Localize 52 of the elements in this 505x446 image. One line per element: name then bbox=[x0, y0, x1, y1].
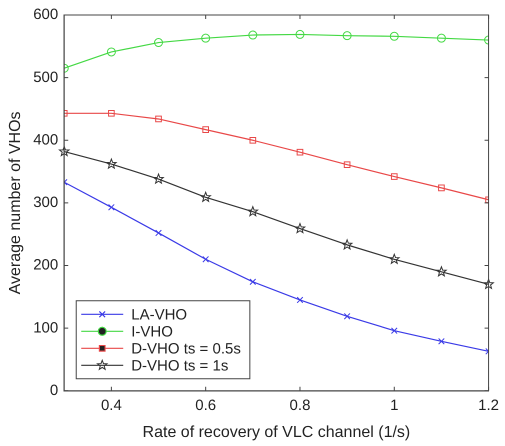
point bbox=[344, 161, 350, 168]
point bbox=[436, 266, 447, 276]
point bbox=[389, 254, 400, 264]
point bbox=[154, 38, 164, 48]
point bbox=[342, 31, 352, 40]
point bbox=[483, 278, 494, 289]
point bbox=[248, 206, 258, 216]
legend-label: D-VHO ts = 1s bbox=[131, 357, 228, 374]
point bbox=[249, 136, 256, 144]
point bbox=[202, 256, 210, 263]
x-tick-label: 1.2 bbox=[478, 396, 500, 414]
point bbox=[344, 312, 350, 320]
point bbox=[296, 296, 304, 304]
y-tick-label: 400 bbox=[33, 131, 58, 148]
y-tick-label: 200 bbox=[33, 256, 58, 274]
point bbox=[390, 327, 398, 334]
point bbox=[438, 184, 445, 192]
x-tick-label: 0.8 bbox=[290, 396, 310, 414]
point bbox=[342, 239, 352, 250]
y-tick-label: 600 bbox=[33, 6, 58, 24]
point bbox=[200, 192, 211, 202]
y-tick-label: 0 bbox=[50, 382, 58, 399]
legend-label: I-VHO bbox=[131, 323, 173, 340]
point bbox=[155, 116, 162, 122]
point bbox=[153, 174, 164, 184]
x-tick-label: 0.6 bbox=[195, 396, 216, 414]
point bbox=[249, 278, 256, 286]
point bbox=[106, 47, 116, 56]
x-axis-title: Rate of recovery of VLC channel (1/s) bbox=[142, 424, 410, 441]
y-tick-label: 300 bbox=[33, 194, 58, 212]
y-tick-label: 100 bbox=[33, 319, 58, 336]
x-tick-label: 0.4 bbox=[100, 396, 122, 414]
legend-label: LA-VHO bbox=[131, 306, 188, 324]
point bbox=[155, 230, 162, 236]
legend-label: D-VHO ts = 0.5s bbox=[131, 340, 241, 358]
point bbox=[390, 173, 398, 180]
point bbox=[108, 204, 115, 211]
point bbox=[202, 126, 210, 133]
point bbox=[390, 32, 399, 41]
point bbox=[438, 338, 445, 345]
point bbox=[436, 34, 446, 43]
point bbox=[108, 110, 115, 117]
point bbox=[294, 223, 306, 234]
point bbox=[295, 30, 304, 39]
x-tick-label: 1 bbox=[390, 396, 398, 414]
y-tick-label: 500 bbox=[33, 68, 58, 86]
point bbox=[58, 146, 70, 156]
point bbox=[201, 34, 210, 43]
y-axis-title: Average number of VHOs bbox=[7, 111, 24, 294]
point bbox=[248, 30, 258, 40]
point bbox=[106, 158, 117, 169]
point bbox=[296, 148, 304, 156]
